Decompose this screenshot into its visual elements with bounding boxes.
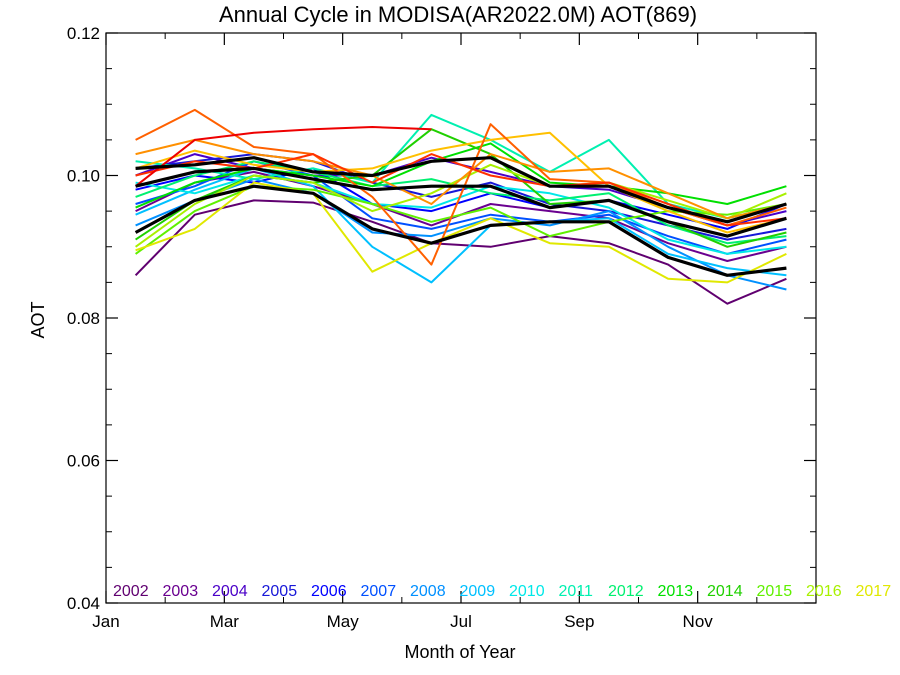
y-axis-label: AOT — [28, 301, 48, 338]
x-tick-label: Sep — [564, 612, 594, 631]
legend-label-2014: 2014 — [707, 583, 743, 600]
y-tick-label: 0.06 — [67, 452, 100, 471]
series-lines — [134, 108, 787, 305]
series-line-2018 — [135, 131, 787, 234]
plot-frame — [105, 32, 817, 604]
legend-label-2008: 2008 — [410, 583, 446, 600]
legend: 2002 2003 2004 2005 2006 2007 2008 2009 2010 2011… — [113, 583, 891, 600]
legend-label-2015: 2015 — [757, 583, 793, 600]
y-tick-label: 0.12 — [67, 24, 100, 43]
legend-label-2003: 2003 — [163, 583, 199, 600]
y-tick-label: 0.08 — [67, 309, 100, 328]
series-line-2008 — [135, 178, 787, 291]
series-line-2014 — [135, 128, 787, 248]
legend-label-2011: 2011 — [559, 583, 594, 600]
series-line-2017 — [135, 181, 787, 284]
x-tick-label: Jul — [450, 612, 472, 631]
series-line-2013 — [135, 142, 787, 209]
axis-ticks: Jan Mar May Jul Sep Nov 0.04 0.06 0.08 0.10 0.12 — [67, 24, 816, 631]
plot-border — [105, 32, 817, 604]
legend-label-2009: 2009 — [460, 583, 496, 600]
series-line-2009 — [135, 167, 787, 284]
series-line-2019 — [135, 138, 787, 220]
mean-line-2 — [135, 166, 787, 238]
legend-label-2010: 2010 — [509, 583, 545, 600]
series-line-2011 — [135, 113, 787, 220]
legend-label-2006: 2006 — [311, 583, 347, 600]
legend-label-2016: 2016 — [806, 583, 842, 600]
x-tick-label: Mar — [210, 612, 240, 631]
legend-label-2007: 2007 — [361, 583, 397, 600]
chart-title: Annual Cycle in MODISA(AR2022.0M) AOT(86… — [219, 2, 697, 27]
legend-label-2002: 2002 — [113, 583, 149, 600]
legend-label-2013: 2013 — [658, 583, 694, 600]
x-tick-label: May — [327, 612, 360, 631]
legend-label-2005: 2005 — [262, 583, 298, 600]
mean-line-1 — [135, 156, 787, 224]
x-tick-label: Jan — [92, 612, 119, 631]
x-tick-label: Nov — [683, 612, 714, 631]
mean-lines — [134, 156, 787, 277]
y-tick-label: 0.04 — [67, 594, 100, 613]
series-line-2007 — [135, 160, 787, 255]
x-axis-label: Month of Year — [404, 642, 515, 662]
legend-label-2004: 2004 — [212, 583, 248, 600]
series-line-2006 — [135, 167, 787, 230]
series-line-2021 — [135, 153, 787, 227]
legend-label-2012: 2012 — [608, 583, 644, 600]
legend-label-2017: 2017 — [856, 583, 892, 600]
y-tick-label: 0.10 — [67, 167, 100, 186]
series-line-2022 — [134, 126, 432, 187]
series-line-2002 — [134, 199, 787, 305]
mean-line-3 — [134, 184, 787, 277]
